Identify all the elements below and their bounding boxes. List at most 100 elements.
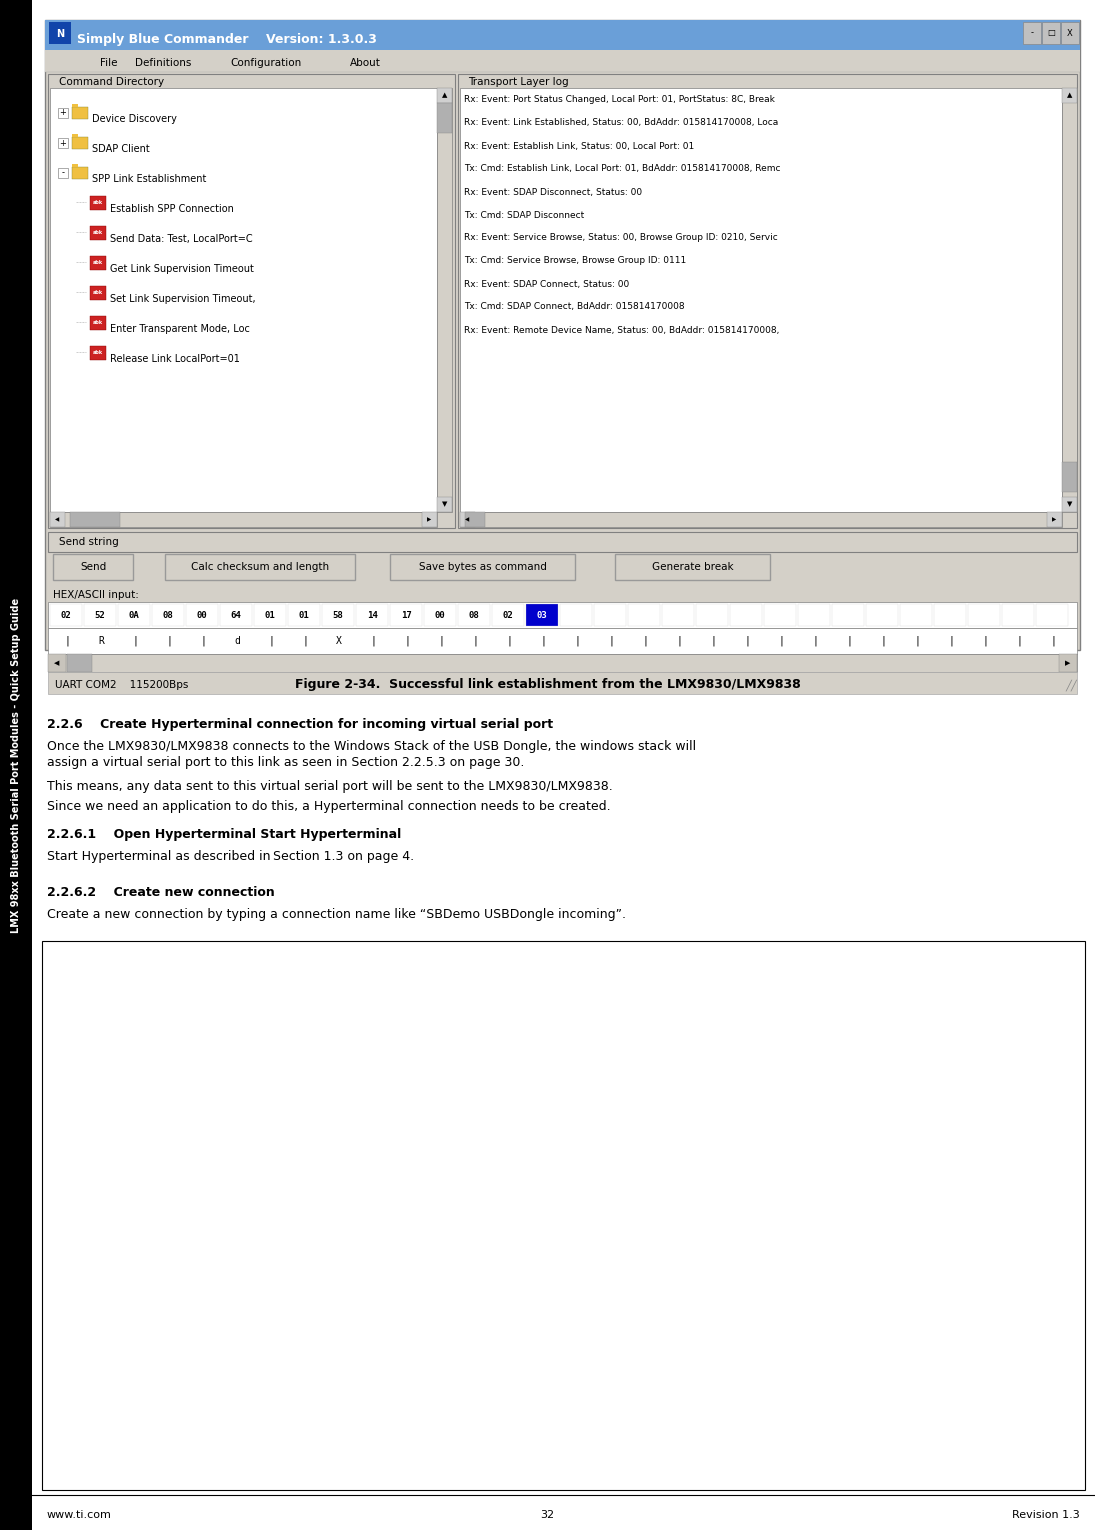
Bar (460, 513, 475, 526)
Text: This means, any data sent to this virtual serial port will be sent to the LMX983: This means, any data sent to this virtua… (47, 780, 613, 793)
Text: 52: 52 (94, 610, 105, 620)
Text: ▶: ▶ (427, 517, 431, 522)
Text: ▶: ▶ (1052, 517, 1057, 522)
Text: N: N (56, 29, 65, 38)
Text: Since we need an application to do this, a Hyperterminal connection needs to be : Since we need an application to do this,… (47, 800, 611, 812)
Text: 00: 00 (435, 610, 446, 620)
Text: |: | (710, 636, 716, 646)
Text: Command Directory: Command Directory (59, 76, 164, 87)
Bar (45, 20, 1080, 50)
Text: Rx: Event: Establish Link, Status: 00, Local Port: 01: Rx: Event: Establish Link, Status: 00, L… (464, 141, 694, 150)
Text: Start Hyperterminal as described in Section 1.3 on page 4.: Start Hyperterminal as described in Sect… (47, 851, 414, 863)
Text: d: d (234, 636, 240, 646)
Text: |: | (166, 636, 172, 646)
Text: Definitions: Definitions (135, 58, 192, 67)
Text: File: File (100, 58, 117, 67)
Text: 00: 00 (197, 610, 207, 620)
Bar (186, 604, 218, 626)
Text: 02: 02 (503, 610, 514, 620)
Bar (48, 672, 1077, 695)
Text: Transport Layer log: Transport Layer log (468, 76, 568, 87)
Text: Release Link LocalPort=01: Release Link LocalPort=01 (110, 353, 240, 364)
Bar (730, 604, 762, 626)
Text: www.ti.com: www.ti.com (47, 1510, 112, 1519)
Text: |: | (846, 636, 852, 646)
FancyBboxPatch shape (458, 73, 1077, 528)
Text: |: | (608, 636, 614, 646)
Bar (764, 604, 796, 626)
Text: Get Link Supervision Timeout: Get Link Supervision Timeout (110, 265, 254, 274)
Text: Tx: Cmd: SDAP Connect, BdAddr: 015814170008: Tx: Cmd: SDAP Connect, BdAddr: 015814170… (464, 303, 684, 312)
Bar (48, 653, 1077, 672)
Bar (42, 941, 1085, 1490)
Bar (67, 653, 92, 672)
Text: abk: abk (93, 350, 103, 355)
Text: |: | (506, 636, 512, 646)
Text: ▶: ▶ (1065, 659, 1071, 666)
Bar (526, 604, 558, 626)
Text: 03: 03 (537, 610, 548, 620)
Bar (1062, 89, 1077, 513)
Bar (1059, 653, 1077, 672)
Text: |: | (302, 636, 308, 646)
Text: ▼: ▼ (1067, 502, 1072, 508)
Text: ▲: ▲ (1067, 92, 1072, 98)
Text: Once the LMX9830/LMX9838 connects to the Windows Stack of the USB Dongle, the wi: Once the LMX9830/LMX9838 connects to the… (47, 741, 696, 753)
Text: abk: abk (93, 260, 103, 266)
Text: □: □ (1047, 29, 1054, 38)
Bar (437, 103, 452, 133)
Text: About: About (350, 58, 381, 67)
Bar (1062, 497, 1077, 513)
Bar (424, 604, 456, 626)
Bar (1047, 513, 1062, 526)
Text: Send: Send (80, 562, 106, 572)
Bar (165, 554, 355, 580)
Text: Generate break: Generate break (652, 562, 734, 572)
Bar (70, 513, 120, 526)
Text: 32: 32 (541, 1510, 554, 1519)
Text: Set Link Supervision Timeout,: Set Link Supervision Timeout, (110, 294, 255, 304)
Bar (422, 513, 437, 526)
Text: Rx: Event: SDAP Connect, Status: 00: Rx: Event: SDAP Connect, Status: 00 (464, 280, 630, 289)
Text: |: | (200, 636, 206, 646)
Bar (220, 604, 252, 626)
Text: ▲: ▲ (441, 92, 447, 98)
Text: 58: 58 (333, 610, 344, 620)
Text: Calc checksum and length: Calc checksum and length (191, 562, 330, 572)
Bar (1023, 21, 1041, 44)
Bar (84, 604, 116, 626)
Text: |: | (370, 636, 376, 646)
Bar (356, 604, 388, 626)
Bar (58, 109, 68, 118)
Text: LMX 98xx Bluetooth Serial Port Modules - Quick Setup Guide: LMX 98xx Bluetooth Serial Port Modules -… (11, 597, 21, 933)
Text: Figure 2-34.  Successful link establishment from the LMX9830/LMX9838: Figure 2-34. Successful link establishme… (295, 678, 800, 692)
Bar (72, 135, 79, 138)
Text: |: | (642, 636, 648, 646)
Bar (58, 138, 68, 148)
Bar (72, 138, 88, 148)
Text: |: | (540, 636, 546, 646)
Text: ◀: ◀ (55, 659, 60, 666)
Text: |: | (880, 636, 886, 646)
Bar (934, 604, 966, 626)
Text: 17: 17 (401, 610, 412, 620)
Text: |: | (1050, 636, 1056, 646)
Text: assign a virtual serial port to this link as seen in Section 2.2.5.3 on page 30.: assign a virtual serial port to this lin… (47, 756, 525, 770)
Bar (629, 604, 660, 626)
Bar (50, 89, 437, 513)
Text: abk: abk (93, 291, 103, 295)
Bar (832, 604, 864, 626)
Text: HEX/ASCII input:: HEX/ASCII input: (53, 591, 139, 600)
Bar (50, 604, 82, 626)
Text: ▼: ▼ (441, 502, 447, 508)
Bar (90, 196, 106, 210)
Text: SDAP Client: SDAP Client (92, 144, 150, 155)
Text: Rx: Event: Port Status Changed, Local Port: 01, PortStatus: 8C, Break: Rx: Event: Port Status Changed, Local Po… (464, 95, 775, 104)
Text: SPP Link Establishment: SPP Link Establishment (92, 174, 206, 184)
Text: |: | (404, 636, 410, 646)
Bar (49, 21, 71, 44)
Bar (48, 653, 66, 672)
Bar (72, 164, 79, 167)
Bar (460, 513, 1062, 526)
Text: Rx: Event: Remote Device Name, Status: 00, BdAddr: 015814170008,: Rx: Event: Remote Device Name, Status: 0… (464, 326, 780, 335)
